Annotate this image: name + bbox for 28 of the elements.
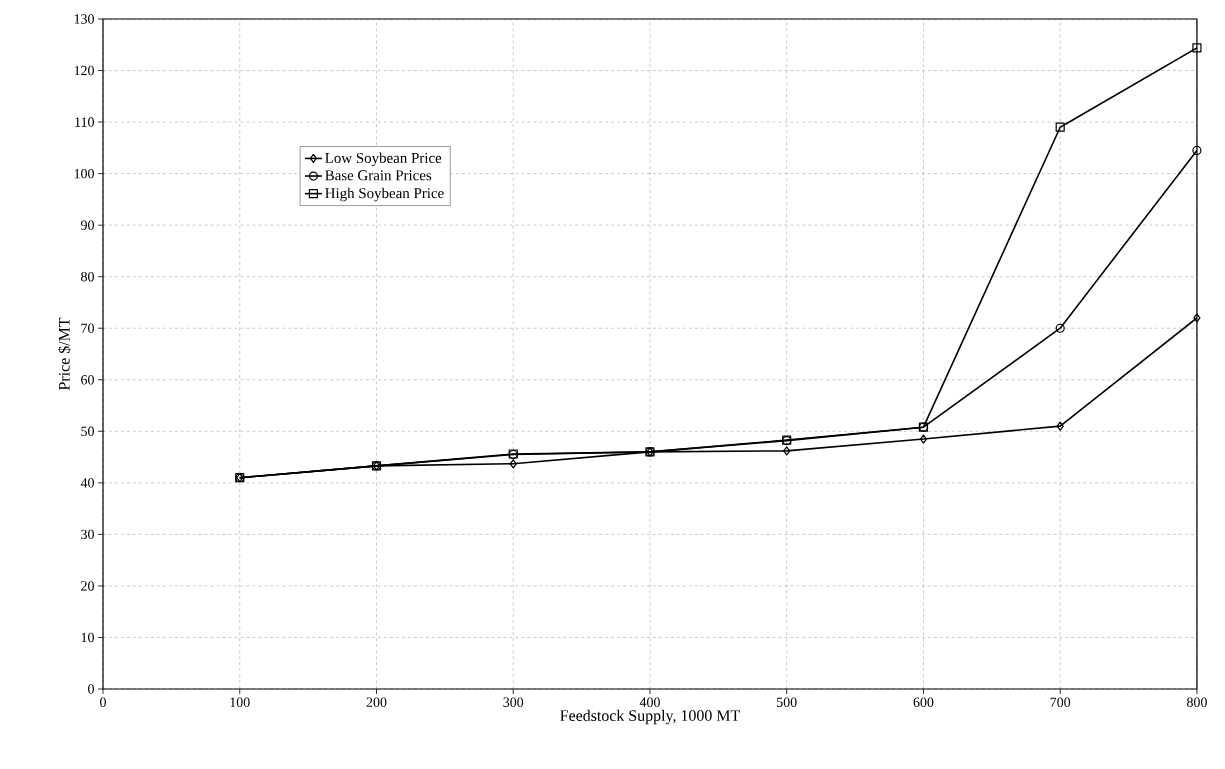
y-tick-label: 60 — [81, 375, 94, 385]
x-tick-label: 100 — [230, 697, 250, 707]
y-tick-label: 20 — [81, 581, 94, 591]
x-tick-label: 400 — [639, 697, 660, 707]
x-tick-label: 800 — [1187, 697, 1207, 707]
y-axis-title: Price $/MT — [57, 317, 71, 391]
y-tick-label: 70 — [81, 323, 94, 333]
y-tick-label: 100 — [74, 168, 94, 179]
y-tick-label: 40 — [80, 478, 94, 488]
legend-label: Low Soybean Price — [325, 152, 442, 167]
x-tick-label: 600 — [913, 697, 934, 707]
y-tick-label: 90 — [80, 220, 94, 230]
legend-label: Base Grain Prices — [325, 170, 432, 181]
x-tick-label: 700 — [1050, 697, 1071, 707]
x-tick-label: 300 — [503, 697, 524, 707]
y-tick-label: 110 — [75, 117, 94, 127]
y-tick-label: 0 — [88, 684, 94, 694]
y-tick-label: 120 — [74, 65, 94, 76]
y-tick-label: 10 — [81, 632, 94, 643]
y-tick-label: 80 — [81, 271, 94, 282]
legend-label: High Soybean Price — [325, 187, 444, 202]
x-tick-label: 0 — [100, 697, 106, 707]
x-tick-label: 200 — [366, 697, 387, 707]
x-tick-label: 500 — [777, 697, 797, 707]
x-axis-title: Feedstock Supply, 1000 MT — [560, 709, 740, 725]
y-tick-label: 50 — [81, 426, 94, 437]
y-tick-label: 30 — [81, 529, 94, 540]
y-tick-label: 130 — [74, 14, 94, 24]
